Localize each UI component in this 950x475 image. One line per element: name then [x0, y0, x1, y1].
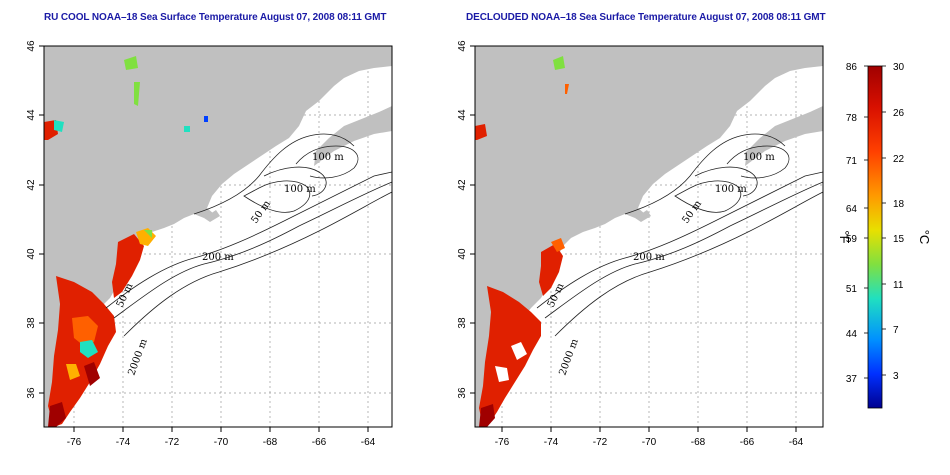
- colorbar-c-tick: 15: [893, 234, 905, 245]
- contour-label-100m-north: 100 m: [743, 152, 775, 163]
- colorbar-c-tick: 22: [893, 154, 905, 165]
- y-tick-label: 40: [457, 248, 468, 260]
- y-tick-label: 42: [457, 179, 468, 191]
- land-mass: [475, 46, 823, 427]
- grid-lines: [475, 46, 823, 427]
- map-frame: [43, 45, 393, 428]
- x-tick-label: -72: [165, 437, 180, 448]
- contour-label-200m: 200 m: [202, 252, 234, 263]
- colorbar-c-tick: 30: [893, 62, 905, 73]
- x-tick-label: -66: [312, 437, 327, 448]
- contour-label-50m-bank: 50 m: [680, 198, 704, 226]
- colorbar-fahrenheit-unit: °F: [837, 230, 852, 243]
- colorbar-c-tick: 3: [893, 371, 899, 382]
- sst-data-right: [475, 56, 569, 427]
- colorbar-f-tick: 44: [846, 329, 858, 340]
- x-tick-label: -74: [116, 437, 131, 448]
- x-tick-label: -76: [495, 437, 510, 448]
- panel-title-right: DECLOUDED NOAA–18 Sea Surface Temperatur…: [466, 12, 826, 23]
- contour-label-100m-east: 100 m: [715, 184, 747, 195]
- contour-label-50m-shelf: 50 m: [546, 281, 567, 309]
- y-tick-label: 44: [26, 109, 37, 121]
- colorbar-gradient: [867, 65, 883, 409]
- colorbar-c-tick: 26: [893, 108, 905, 119]
- sst-data-left: [44, 56, 208, 427]
- x-tick-label: -74: [544, 437, 559, 448]
- map-frame: [474, 45, 824, 428]
- x-tick-label: -70: [642, 437, 657, 448]
- x-tick-label: -76: [67, 437, 82, 448]
- panel-title-left: RU COOL NOAA–18 Sea Surface Temperature …: [44, 12, 387, 23]
- y-tick-label: 44: [457, 109, 468, 121]
- colorbar-f-tick: 71: [846, 156, 858, 167]
- colorbar-f-tick: 86: [846, 62, 858, 73]
- colorbar-c-tick: 18: [893, 199, 905, 210]
- y-tick-label: 38: [457, 317, 468, 329]
- grid-lines: [44, 46, 392, 427]
- y-tick-label: 42: [26, 179, 37, 191]
- x-tick-label: -68: [263, 437, 278, 448]
- y-tick-label: 36: [457, 387, 468, 399]
- x-tick-label: -68: [691, 437, 706, 448]
- colorbar-celsius-unit: °C: [917, 230, 932, 245]
- colorbar-f-tick: 37: [846, 374, 858, 385]
- contour-label-200m: 200 m: [633, 252, 665, 263]
- y-tick-label: 46: [457, 40, 468, 52]
- x-tick-label: -70: [214, 437, 229, 448]
- bathymetry-contours: [536, 133, 824, 337]
- contour-label-2000m: 2000 m: [126, 337, 150, 377]
- y-tick-label: 38: [26, 317, 37, 329]
- x-tick-label: -64: [361, 437, 376, 448]
- y-tick-label: 46: [26, 40, 37, 52]
- contour-label-100m-north: 100 m: [312, 152, 344, 163]
- colorbar-f-tick: 78: [846, 113, 858, 124]
- colorbar-c-tick: 11: [893, 280, 904, 291]
- colorbar-f-tick: 59: [846, 234, 858, 245]
- y-tick-label: 36: [26, 387, 37, 399]
- y-tick-label: 40: [26, 248, 37, 260]
- contour-label-50m-shelf: 50 m: [115, 281, 136, 309]
- contour-label-50m-bank: 50 m: [249, 198, 273, 226]
- colorbar-f-tick: 51: [846, 284, 858, 295]
- colorbar-f-tick: 64: [846, 204, 858, 215]
- contour-label-100m-east: 100 m: [284, 184, 316, 195]
- bathymetry-contours: [105, 133, 393, 337]
- x-tick-label: -64: [789, 437, 804, 448]
- x-tick-label: -66: [740, 437, 755, 448]
- colorbar-c-tick: 7: [893, 325, 899, 336]
- contour-label-2000m: 2000 m: [557, 337, 581, 377]
- x-tick-label: -72: [593, 437, 608, 448]
- land-mass: [44, 46, 392, 427]
